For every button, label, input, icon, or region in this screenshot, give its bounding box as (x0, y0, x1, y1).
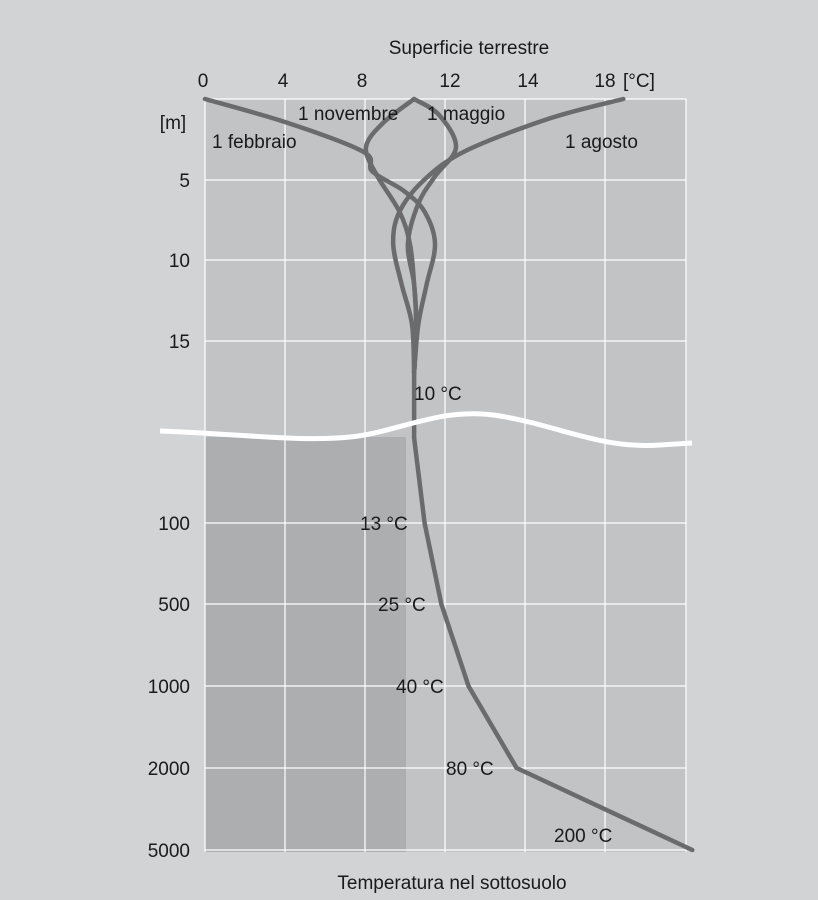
x-tick-label: 12 (439, 71, 460, 92)
y-tick-label: 5 (179, 171, 190, 192)
lower-plot-area-right (406, 437, 686, 852)
x-tick-labels: 0 4 8 12 14 18 (198, 71, 616, 92)
y-tick-labels: 5 10 15 100 500 1000 2000 5000 (148, 171, 190, 862)
axis-break-line (159, 411, 693, 448)
curve-1-agosto (390, 96, 626, 375)
x-tick-label: 0 (198, 71, 209, 92)
x-axis-label: Temperatura nel sottosuolo (337, 873, 566, 894)
y-tick-label: 10 (169, 251, 190, 272)
curve-deep-profile (411, 435, 695, 853)
grid-lines (204, 98, 687, 852)
series-label: 1 agosto (565, 132, 638, 153)
y-unit-label: [m] (160, 113, 186, 134)
y-tick-label: 500 (158, 595, 190, 616)
break-annotation: 10 °C (414, 384, 462, 405)
temperature-annotations: 10 °C 13 °C 25 °C 40 °C 80 °C 200 °C (360, 384, 612, 847)
series-label: 1 febbraio (212, 132, 297, 153)
temperature-annotation: 200 °C (554, 826, 612, 847)
chart-title: Superficie terrestre (389, 38, 550, 59)
x-tick-label: 4 (278, 71, 289, 92)
temperature-annotation: 13 °C (360, 514, 408, 535)
series-label: 1 novembre (298, 104, 398, 125)
temperature-curves (202, 96, 695, 853)
x-unit-label: [°C] (623, 71, 655, 92)
y-tick-label: 15 (169, 332, 190, 353)
series-label: 1 maggio (427, 104, 505, 125)
y-tick-label: 2000 (148, 759, 190, 780)
curve-1-maggio (405, 96, 459, 375)
y-tick-label: 5000 (148, 841, 190, 862)
lower-plot-area-left (205, 437, 406, 852)
y-tick-label: 100 (158, 514, 190, 535)
x-tick-label: 8 (357, 71, 368, 92)
x-tick-label: 18 (594, 71, 615, 92)
temperature-annotation: 25 °C (378, 595, 426, 616)
y-tick-label: 1000 (148, 677, 190, 698)
temperature-annotation: 40 °C (396, 677, 444, 698)
temperature-annotation: 80 °C (446, 759, 494, 780)
x-tick-label: 14 (517, 71, 539, 92)
